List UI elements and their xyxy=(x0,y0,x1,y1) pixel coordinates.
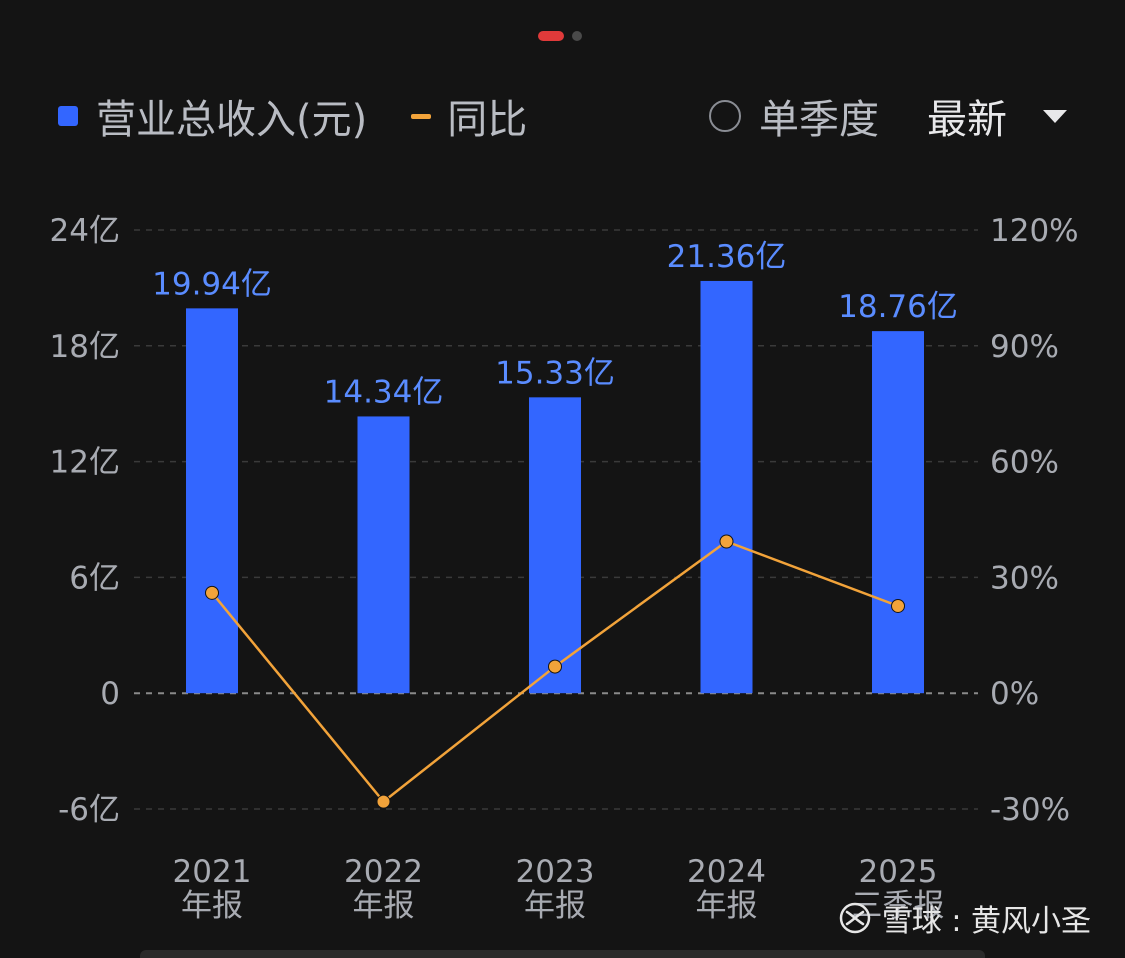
revenue-bar xyxy=(357,416,410,694)
bottom-toolbar-edge xyxy=(140,950,985,958)
legend-line-label: 同比 xyxy=(447,97,528,143)
chart-controls: 单季度 最新 xyxy=(709,88,1067,144)
legend-line-swatch xyxy=(411,113,432,119)
chart-legend: 营业总收入(元) 同比 xyxy=(58,88,527,144)
page-dot-active[interactable] xyxy=(538,31,564,41)
period-dropdown[interactable]: 最新 xyxy=(927,87,1067,145)
yoy-point xyxy=(376,794,391,809)
revenue-bar xyxy=(529,397,581,694)
revenue-bar xyxy=(186,308,238,694)
x-category-label: 2023 年报 xyxy=(516,854,595,924)
x-category-label: 2021 年报 xyxy=(173,854,252,924)
bar-value-label: 15.33亿 xyxy=(495,355,615,391)
bar-value-label: 21.36亿 xyxy=(667,239,787,275)
y-right-tick-label: 30% xyxy=(990,560,1059,596)
revenue-bar xyxy=(700,280,753,694)
xueqiu-logo-icon xyxy=(839,902,871,934)
bar-value-label: 18.76亿 xyxy=(838,289,958,325)
page-dot-inactive[interactable] xyxy=(572,31,582,41)
yoy-point xyxy=(548,659,562,674)
legend-bar-swatch xyxy=(58,106,78,126)
y-right-tick-label: -30% xyxy=(990,792,1070,828)
y-right-tick-label: 90% xyxy=(990,329,1059,365)
period-dropdown-label[interactable]: 最新 xyxy=(927,97,1007,143)
y-left-tick-label: 6亿 xyxy=(69,560,120,596)
y-right-tick-label: 60% xyxy=(990,445,1059,481)
revenue-bar xyxy=(872,331,924,694)
page-indicator[interactable] xyxy=(538,31,582,41)
y-left-tick-label: 24亿 xyxy=(50,213,120,249)
y-left-tick-label: 12亿 xyxy=(50,445,120,481)
x-category-label: 2025 三季报 xyxy=(852,854,945,924)
y-right-tick-label: 120% xyxy=(990,213,1079,249)
single-quarter-label[interactable]: 单季度 xyxy=(759,97,879,143)
watermark-text: 雪球 : 黄风小圣 xyxy=(881,904,1091,939)
x-category-label: 2022 年报 xyxy=(344,854,423,924)
yoy-point xyxy=(719,534,734,549)
legend-bar-label: 营业总收入(元) xyxy=(96,97,368,143)
y-right-tick-label: 0% xyxy=(990,676,1039,712)
y-left-tick-label: 18亿 xyxy=(50,329,120,365)
x-category-label: 2024 年报 xyxy=(687,854,766,924)
yoy-point xyxy=(205,585,219,600)
yoy-point xyxy=(891,598,905,613)
single-quarter-radio[interactable] xyxy=(709,100,741,132)
y-left-tick-label: -6亿 xyxy=(58,792,120,828)
y-left-tick-label: 0 xyxy=(100,676,120,712)
chevron-down-icon[interactable] xyxy=(1043,109,1067,123)
watermark: 雪球 : 黄风小圣 xyxy=(838,896,1091,940)
bar-value-label: 19.94亿 xyxy=(152,266,272,302)
bar-value-label: 14.34亿 xyxy=(324,374,444,410)
